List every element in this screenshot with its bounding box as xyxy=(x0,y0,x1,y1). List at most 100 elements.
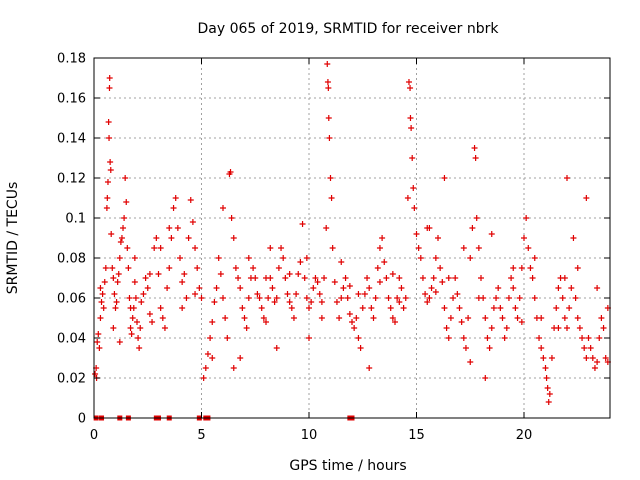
data-point xyxy=(111,291,118,297)
data-point xyxy=(546,391,553,397)
data-point xyxy=(559,295,566,301)
data-point xyxy=(441,175,448,181)
data-point xyxy=(161,325,168,331)
data-point xyxy=(308,299,315,305)
data-point xyxy=(555,285,562,291)
data-point xyxy=(589,355,596,361)
data-point xyxy=(389,271,396,277)
y-tick-label: 0.1 xyxy=(65,212,86,227)
y-tick-label: 0.18 xyxy=(57,52,86,67)
data-point xyxy=(209,355,216,361)
data-point xyxy=(443,325,450,331)
data-point xyxy=(415,245,422,251)
data-point xyxy=(413,231,420,237)
data-point xyxy=(142,275,149,281)
data-point xyxy=(273,295,280,301)
data-point xyxy=(209,319,216,325)
data-point xyxy=(342,275,349,281)
data-point xyxy=(417,255,424,261)
data-point xyxy=(364,275,371,281)
data-point xyxy=(263,275,269,281)
data-point xyxy=(128,331,135,337)
data-point xyxy=(117,239,124,245)
data-point xyxy=(250,265,257,271)
data-point xyxy=(325,115,332,121)
data-point xyxy=(220,205,226,211)
data-point xyxy=(452,275,459,281)
data-point xyxy=(527,265,534,271)
data-point xyxy=(405,79,412,85)
data-point xyxy=(471,145,478,151)
data-point xyxy=(131,279,138,285)
data-point xyxy=(192,245,199,251)
data-point xyxy=(598,315,605,321)
data-point xyxy=(116,339,123,345)
data-point xyxy=(94,339,101,345)
data-point xyxy=(499,315,506,321)
data-point xyxy=(576,325,583,331)
data-point xyxy=(96,345,103,351)
data-point xyxy=(198,295,205,301)
data-point xyxy=(383,275,390,281)
data-point xyxy=(105,119,112,125)
data-point xyxy=(323,225,330,231)
data-point xyxy=(385,295,392,301)
data-point xyxy=(280,255,287,261)
data-point xyxy=(194,265,201,271)
data-point xyxy=(594,359,601,365)
data-point xyxy=(245,255,252,261)
data-point xyxy=(290,315,297,321)
data-point xyxy=(110,325,117,331)
data-point xyxy=(252,275,259,281)
data-point xyxy=(104,195,111,201)
data-point xyxy=(508,275,515,281)
data-point xyxy=(116,255,123,261)
data-point xyxy=(432,289,439,295)
data-point xyxy=(338,259,345,265)
data-point xyxy=(113,299,120,305)
data-point xyxy=(312,275,319,281)
data-point xyxy=(336,315,343,321)
data-point xyxy=(419,275,426,281)
data-point xyxy=(505,295,512,301)
data-point xyxy=(132,295,139,301)
data-point xyxy=(213,285,220,291)
data-point xyxy=(326,135,333,141)
data-point xyxy=(564,175,570,181)
data-point xyxy=(359,305,366,311)
data-point xyxy=(581,345,588,351)
data-point xyxy=(92,371,99,377)
data-point xyxy=(123,199,130,205)
data-point xyxy=(222,315,229,321)
data-point xyxy=(585,335,592,341)
data-point xyxy=(224,335,231,341)
data-point xyxy=(379,235,386,241)
data-point xyxy=(510,285,517,291)
data-point xyxy=(192,291,199,297)
data-point xyxy=(235,275,242,281)
data-point xyxy=(346,311,353,317)
y-tick-label: 0.12 xyxy=(57,172,86,187)
data-point xyxy=(407,115,414,121)
data-point xyxy=(460,245,467,251)
data-point xyxy=(381,259,388,265)
data-point xyxy=(125,265,132,271)
data-point xyxy=(131,255,138,261)
data-point xyxy=(561,275,568,281)
y-tick-label: 0.02 xyxy=(57,372,86,387)
data-point xyxy=(245,295,252,301)
data-point xyxy=(572,295,579,301)
data-point xyxy=(439,279,446,285)
data-point xyxy=(579,335,586,341)
data-point xyxy=(400,305,407,311)
data-point xyxy=(545,399,552,405)
data-point xyxy=(331,279,338,285)
data-point xyxy=(516,295,523,301)
data-point xyxy=(232,265,239,271)
data-point xyxy=(318,315,325,321)
data-point xyxy=(146,271,153,277)
data-point xyxy=(574,315,581,321)
data-point xyxy=(284,291,291,297)
data-point xyxy=(306,305,312,311)
data-point xyxy=(136,345,143,351)
